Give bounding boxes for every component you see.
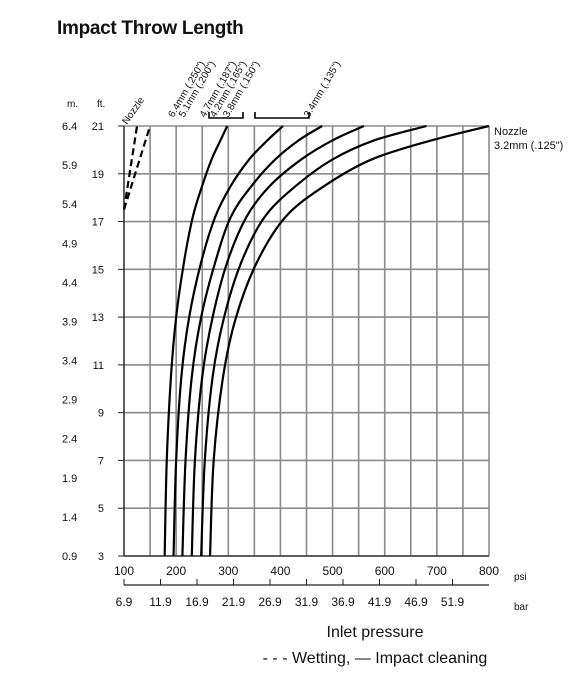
series-label: 3.4mm (.135") (302, 59, 343, 119)
xtick-psi-label: 700 (427, 564, 447, 578)
xtick-psi-label: 100 (114, 564, 134, 578)
series-line (172, 125, 284, 557)
ytick-ft-label: 17 (92, 217, 104, 229)
ytick-ft-label: 15 (92, 264, 104, 276)
y-unit-left: m. (67, 99, 78, 110)
xtick-bar-label: 51.9 (441, 595, 465, 609)
wetting-line (122, 125, 139, 210)
ytick-ft-label: 3 (98, 551, 104, 563)
ytick-m-label: 4.9 (62, 238, 77, 250)
ytick-m-label: 6.4 (62, 121, 77, 133)
xtick-bar-label: 21.9 (222, 595, 246, 609)
ytick-ft-label: 7 (98, 455, 104, 467)
ytick-ft-label: 11 (93, 360, 104, 372)
wetting-label: Nozzle (120, 95, 147, 127)
ytick-m-label: 0.9 (62, 551, 77, 563)
y-unit-right: ft. (97, 99, 105, 110)
ytick-m-label: 3.9 (62, 316, 77, 328)
xtick-psi-label: 800 (479, 564, 499, 578)
label-bracket (254, 112, 310, 119)
ytick-m-label: 4.4 (62, 277, 77, 289)
xtick-psi-label: 500 (323, 564, 343, 578)
xtick-bar-label: 11.9 (149, 595, 172, 609)
xtick-bar-label: 26.9 (258, 595, 282, 609)
x-axis-label: Inlet pressure (327, 624, 424, 641)
right-series-label: 3.2mm (.125") (494, 140, 563, 152)
ytick-m-label: 5.9 (62, 160, 77, 172)
xtick-bar-label: 31.9 (295, 595, 319, 609)
ytick-m-label: 3.4 (62, 356, 77, 368)
x-unit-bar: bar (514, 602, 529, 613)
series-line (200, 124, 427, 557)
series-line (190, 124, 365, 557)
ytick-ft-label: 5 (98, 503, 104, 515)
ytick-ft-label: 13 (92, 312, 104, 324)
series-line (181, 125, 323, 557)
ytick-ft-label: 19 (92, 169, 104, 181)
ytick-m-label: 2.9 (62, 395, 77, 407)
xtick-bar-label: 16.9 (185, 595, 209, 609)
xtick-psi-label: 400 (270, 564, 290, 578)
x-unit-psi: psi (514, 572, 527, 583)
ytick-ft-label: 21 (92, 121, 104, 133)
chart-title: Impact Throw Length (57, 18, 244, 39)
label-bracket (208, 112, 244, 119)
xtick-psi-label: 200 (166, 564, 186, 578)
right-series-label: Nozzle (494, 126, 528, 138)
xtick-psi-label: 600 (375, 564, 395, 578)
ytick-ft-label: 9 (98, 408, 104, 420)
xtick-psi-label: 300 (218, 564, 238, 578)
xtick-bar-label: 6.9 (116, 595, 133, 609)
series-line (208, 124, 490, 557)
xtick-bar-label: 46.9 (404, 595, 428, 609)
wetting-line (122, 125, 152, 210)
ytick-m-label: 5.4 (62, 199, 77, 211)
ytick-m-label: 1.4 (62, 512, 77, 524)
xtick-bar-label: 36.9 (331, 595, 355, 609)
ytick-m-label: 1.9 (62, 473, 77, 485)
series-line (163, 125, 229, 557)
legend: - - - Wetting, — Impact cleaning (263, 650, 488, 667)
xtick-bar-label: 41.9 (368, 595, 392, 609)
ytick-m-label: 2.4 (62, 434, 77, 446)
